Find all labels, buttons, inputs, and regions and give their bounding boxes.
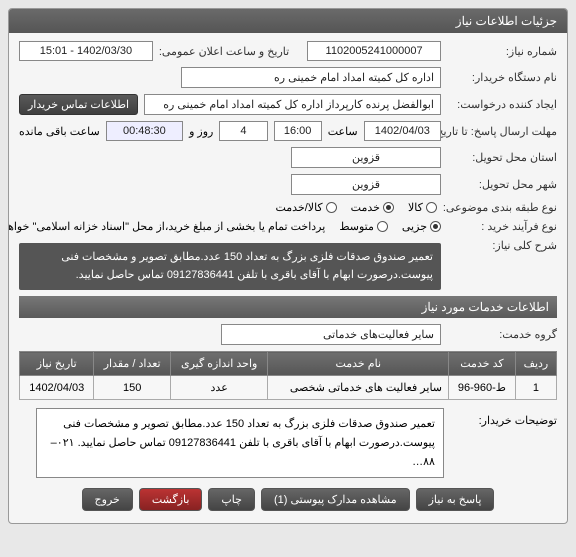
radio-goods-label: کالا (408, 201, 423, 214)
radio-minor[interactable]: جزیی (402, 220, 441, 233)
th-date: تاریخ نیاز (20, 352, 94, 376)
panel-header: جزئیات اطلاعات نیاز (9, 9, 567, 33)
remaining-label: ساعت باقی مانده (19, 125, 100, 138)
payment-note: پرداخت تمام یا بخشی از مبلغ خرید،از محل … (8, 220, 325, 233)
creator-field: ابوالفضل پرنده کارپرداز اداره کل کمیته ا… (144, 94, 441, 115)
print-button[interactable]: چاپ (208, 488, 255, 511)
need-title-label: شرح کلی نیاز: (447, 239, 557, 252)
radio-service-label: خدمت (351, 201, 380, 214)
purchase-type-label: نوع فرآیند خرید : (447, 220, 557, 233)
services-table: ردیف کد خدمت نام خدمت واحد اندازه گیری ت… (19, 351, 557, 400)
buyer-desc-box: تعمیر صندوق صدقات فلزی بزرگ به تعداد 150… (36, 408, 444, 478)
city-label: شهر محل تحویل: (447, 178, 557, 191)
respond-button[interactable]: پاسخ به نیاز (416, 488, 495, 511)
radio-minor-label: جزیی (402, 220, 427, 233)
radio-medium-label: متوسط (339, 220, 374, 233)
deadline-time-field: 16:00 (274, 121, 322, 141)
form-body: شماره نیاز: 1102005241000007 تاریخ و ساع… (9, 33, 567, 523)
th-code: کد خدمت (449, 352, 516, 376)
purchase-type-group: جزیی متوسط (339, 220, 441, 233)
hour-label-1: ساعت (328, 125, 358, 138)
th-row: ردیف (515, 352, 556, 376)
province-field: قزوین (291, 147, 441, 168)
buyer-desc-label: توضیحات خریدار: (447, 408, 557, 427)
radio-goods-service-label: کالا/خدمت (275, 201, 322, 214)
announce-field: 1402/03/30 - 15:01 (19, 41, 153, 61)
table-row: 1 ط-960-96 سایر فعالیت های خدماتی شخصی ع… (20, 376, 557, 400)
creator-label: ایجاد کننده درخواست: (447, 98, 557, 111)
contact-info-button[interactable]: اطلاعات تماس خریدار (19, 94, 138, 115)
back-button[interactable]: بازگشت (139, 488, 203, 511)
buyer-org-label: نام دستگاه خریدار: (447, 71, 557, 84)
footer-buttons: پاسخ به نیاز مشاهده مدارک پیوستی (1) چاپ… (19, 478, 557, 515)
need-title-box: تعمیر صندوق صدقات فلزی بزرگ به تعداد 150… (19, 243, 441, 290)
deadline-date-field: 1402/04/03 (364, 121, 441, 141)
table-header-row: ردیف کد خدمت نام خدمت واحد اندازه گیری ت… (20, 352, 557, 376)
td-unit: عدد (170, 376, 268, 400)
subject-type-label: نوع طبقه بندی موضوعی: (443, 201, 557, 214)
radio-service[interactable]: خدمت (351, 201, 394, 214)
subject-type-group: کالا خدمت کالا/خدمت (275, 201, 436, 214)
th-unit: واحد اندازه گیری (170, 352, 268, 376)
radio-goods-service[interactable]: کالا/خدمت (275, 201, 336, 214)
services-section-header: اطلاعات خدمات مورد نیاز (19, 296, 557, 318)
td-code: ط-960-96 (449, 376, 516, 400)
buyer-org-field: اداره کل کمیته امداد امام خمینی ره (181, 67, 441, 88)
td-date: 1402/04/03 (20, 376, 94, 400)
announce-label: تاریخ و ساعت اعلان عمومی: (159, 45, 289, 58)
city-field: قزوین (291, 174, 441, 195)
th-qty: تعداد / مقدار (94, 352, 170, 376)
remaining-time-field: 00:48:30 (106, 121, 183, 141)
td-name: سایر فعالیت های خدماتی شخصی (268, 376, 449, 400)
need-number-label: شماره نیاز: (447, 45, 557, 58)
remaining-days-field: 4 (219, 121, 267, 141)
group-service-label: گروه خدمت: (447, 328, 557, 341)
th-name: نام خدمت (268, 352, 449, 376)
radio-goods[interactable]: کالا (408, 201, 437, 214)
exit-button[interactable]: خروج (82, 488, 133, 511)
radio-medium[interactable]: متوسط (339, 220, 388, 233)
deadline-label: مهلت ارسال پاسخ: تا تاریخ: (447, 125, 557, 138)
details-panel: جزئیات اطلاعات نیاز شماره نیاز: 11020052… (8, 8, 568, 524)
province-label: استان محل تحویل: (447, 151, 557, 164)
day-and-label: روز و (189, 125, 213, 138)
td-row: 1 (515, 376, 556, 400)
group-service-field: سایر فعالیت‌های خدماتی (221, 324, 441, 345)
attachments-button[interactable]: مشاهده مدارک پیوستی (1) (261, 488, 410, 511)
need-number-field: 1102005241000007 (307, 41, 441, 61)
td-qty: 150 (94, 376, 170, 400)
